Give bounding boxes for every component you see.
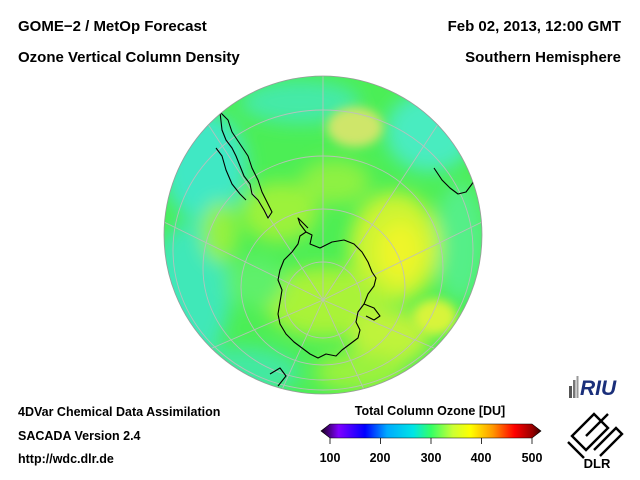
forecast-date: Feb 02, 2013, 12:00 GMT: [447, 18, 621, 35]
colorbar-gradient: [320, 423, 542, 439]
colorbar-tick-500: 500: [521, 451, 543, 465]
ozone-map: [160, 72, 486, 398]
dlr-logo-text: DLR: [584, 456, 611, 471]
south-america-coast: [219, 111, 273, 219]
antarctica-coast: [277, 231, 377, 359]
colorbar-tick-100: 100: [319, 451, 341, 465]
dlr-logo: DLR: [567, 412, 624, 471]
graticule: [164, 76, 482, 394]
riu-logo-text: RIU: [580, 377, 617, 400]
ozone-globe: [163, 75, 483, 395]
footer-assimilation: 4DVar Chemical Data Assimilation: [18, 405, 221, 419]
map-title: GOME−2 / MetOp Forecast: [18, 18, 207, 35]
footer-url[interactable]: http://wdc.dlr.de: [18, 452, 114, 466]
footer-version: SACADA Version 2.4: [18, 429, 141, 443]
hemisphere-label: Southern Hemisphere: [465, 49, 621, 66]
colorbar-tick-400: 400: [470, 451, 492, 465]
colorbar-title: Total Column Ozone [DU]: [354, 404, 506, 418]
colorbar-tick-300: 300: [420, 451, 442, 465]
riu-logo: RIU: [569, 376, 617, 400]
colorbar-tick-200: 200: [369, 451, 391, 465]
colorbar: [320, 423, 542, 444]
colorbar-ticks: [329, 438, 533, 444]
map-subtitle: Ozone Vertical Column Density: [18, 49, 240, 66]
africa-coast: [433, 167, 479, 195]
